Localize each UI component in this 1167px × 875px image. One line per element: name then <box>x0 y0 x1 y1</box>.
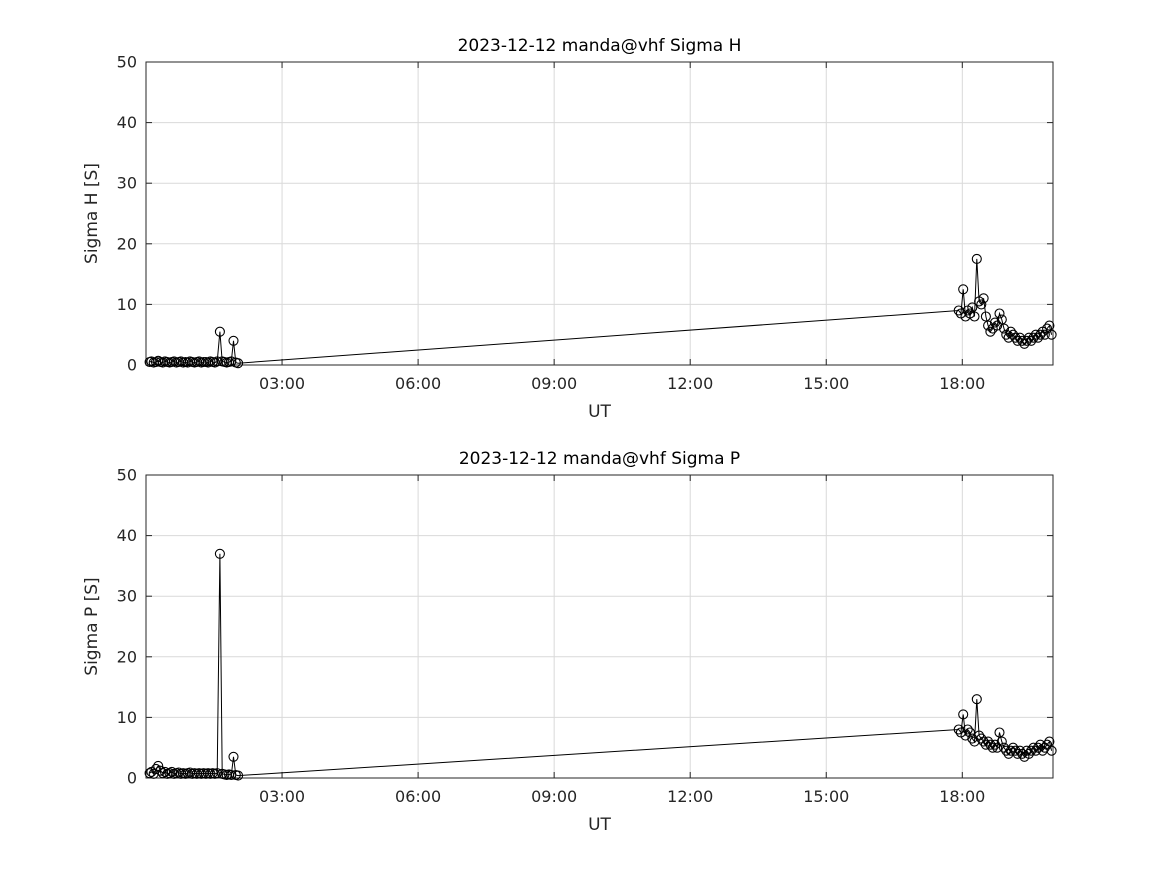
data-point-marker <box>1021 335 1032 346</box>
y-tick-label: 50 <box>117 466 137 485</box>
data-point-marker <box>987 742 998 753</box>
data-point-marker <box>226 769 237 781</box>
data-point-marker <box>1046 329 1057 340</box>
data-point-marker <box>1039 329 1050 340</box>
data-point-marker <box>971 253 982 264</box>
data-point-marker <box>1010 745 1021 756</box>
data-point-marker <box>969 311 980 322</box>
x-tick-label: 06:00 <box>395 374 441 393</box>
data-line <box>149 258 1053 364</box>
data-point-marker <box>1012 748 1023 759</box>
data-point-marker <box>962 724 973 735</box>
y-axis-label: Sigma H [S] <box>82 163 102 264</box>
y-tick-label: 20 <box>117 647 137 666</box>
x-tick-label: 03:00 <box>259 787 305 806</box>
data-point-marker <box>209 357 220 368</box>
axes-box <box>145 474 1054 779</box>
data-point-marker <box>964 727 976 738</box>
y-tick-label: 20 <box>117 234 137 253</box>
axes-box <box>145 61 1054 366</box>
chart-sigma-p: 03:00 06:00 09:00 12:00 15:00 18:00 0 10 20 30 40 5… <box>82 449 1057 835</box>
y-tick-label: 10 <box>117 708 137 727</box>
x-tick-label: 18:00 <box>939 787 985 806</box>
data-point-marker <box>978 293 989 304</box>
x-tick-label: 09:00 <box>531 374 577 393</box>
x-axis-label: UT <box>588 402 611 422</box>
chart-title: 2023-12-12 manda@vhf Sigma H <box>458 36 742 56</box>
y-tick-label: 30 <box>117 587 137 606</box>
data-point-marker <box>994 727 1005 738</box>
x-axis-label: UT <box>588 815 611 835</box>
data-point-marker <box>153 760 164 771</box>
x-tick-label: 06:00 <box>395 787 441 806</box>
chart-sigma-h: 03:00 06:00 09:00 12:00 15:00 18:00 0 10 20 30 40 5… <box>82 36 1057 422</box>
data-line <box>149 553 1053 777</box>
data-point-marker <box>228 751 239 762</box>
data-point-marker <box>226 356 237 367</box>
data-point-marker <box>958 709 969 720</box>
data-point-marker <box>980 311 991 322</box>
data-point-marker <box>1046 745 1057 756</box>
x-tick-label: 12:00 <box>667 374 713 393</box>
x-tick-label: 15:00 <box>803 787 849 806</box>
chart-title: 2023-12-12 manda@vhf Sigma P <box>459 449 740 469</box>
x-tick-label: 18:00 <box>939 374 985 393</box>
data-point-marker <box>967 302 978 313</box>
data-point-marker <box>989 739 1001 750</box>
data-point-marker <box>1028 332 1039 343</box>
data-point-marker <box>233 770 244 781</box>
data-point-marker <box>212 356 223 367</box>
y-tick-label: 0 <box>127 356 137 375</box>
data-point-marker <box>228 335 239 346</box>
y-tick-label: 50 <box>117 53 137 72</box>
data-point-marker <box>978 736 989 747</box>
data-point-marker <box>996 736 1007 747</box>
y-tick-label: 0 <box>127 769 137 788</box>
data-point-marker <box>1035 329 1046 340</box>
data-point-marker <box>958 284 969 295</box>
data-point-marker <box>1028 742 1039 753</box>
data-point-marker <box>214 326 225 337</box>
y-tick-label: 40 <box>117 113 137 132</box>
data-point-marker <box>985 326 996 337</box>
data-point-marker <box>1026 745 1037 756</box>
data-point-marker <box>1010 332 1021 343</box>
data-point-marker <box>212 768 223 779</box>
data-point-marker <box>985 739 996 750</box>
y-axis-label: Sigma P [S] <box>82 577 102 675</box>
data-point-marker <box>971 694 982 705</box>
y-tick-label: 30 <box>117 174 137 193</box>
x-tick-label: 03:00 <box>259 374 305 393</box>
x-tick-label: 09:00 <box>531 787 577 806</box>
y-tick-label: 40 <box>117 526 137 545</box>
x-tick-label: 15:00 <box>803 374 849 393</box>
y-tick-label: 10 <box>117 295 137 314</box>
data-point-marker <box>1044 320 1055 331</box>
data-point-marker <box>994 308 1005 319</box>
data-point-marker <box>155 765 166 776</box>
data-point-marker <box>998 323 1010 334</box>
data-point-marker <box>989 317 1001 328</box>
data-point-marker <box>1044 736 1055 747</box>
x-tick-label: 12:00 <box>667 787 713 806</box>
data-point-marker <box>214 548 225 559</box>
data-point-marker <box>976 299 987 310</box>
data-point-marker <box>233 358 244 369</box>
